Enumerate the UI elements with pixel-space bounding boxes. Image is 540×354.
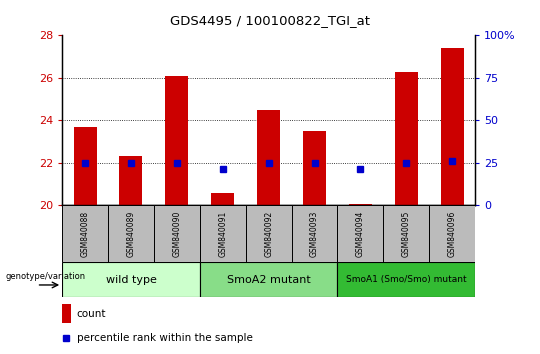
Bar (73, 127, 97, 205)
Bar (62, 304, 71, 323)
Text: percentile rank within the sample: percentile rank within the sample (77, 333, 252, 343)
Bar (200, 205, 246, 262)
Text: count: count (77, 309, 106, 319)
Bar (62, 205, 108, 262)
Bar (292, 205, 338, 262)
Text: wild type: wild type (105, 275, 157, 285)
Bar (441, 48, 464, 205)
Bar (211, 193, 234, 205)
Text: GSM840095: GSM840095 (402, 210, 411, 257)
Bar (395, 72, 418, 205)
Text: SmoA2 mutant: SmoA2 mutant (227, 275, 310, 285)
Text: genotype/variation: genotype/variation (5, 272, 85, 281)
Bar (246, 205, 292, 262)
Bar (154, 205, 200, 262)
Bar (429, 205, 475, 262)
Bar (257, 110, 280, 205)
Text: GSM840096: GSM840096 (448, 210, 457, 257)
Text: GSM840090: GSM840090 (172, 210, 181, 257)
Text: GSM840091: GSM840091 (218, 211, 227, 257)
Bar (200, 262, 338, 297)
Text: SmoA1 (Smo/Smo) mutant: SmoA1 (Smo/Smo) mutant (346, 275, 467, 284)
Text: GSM840089: GSM840089 (126, 211, 136, 257)
Bar (62, 262, 200, 297)
Bar (119, 156, 143, 205)
Bar (303, 131, 326, 205)
Bar (349, 204, 372, 205)
Bar (165, 76, 188, 205)
Bar (338, 205, 383, 262)
Text: GSM840092: GSM840092 (264, 211, 273, 257)
Text: GSM840094: GSM840094 (356, 210, 365, 257)
Bar (338, 262, 475, 297)
Text: GSM840088: GSM840088 (80, 211, 90, 257)
Bar (383, 205, 429, 262)
Text: GDS4495 / 100100822_TGI_at: GDS4495 / 100100822_TGI_at (170, 14, 370, 27)
Bar (108, 205, 154, 262)
Text: GSM840093: GSM840093 (310, 210, 319, 257)
